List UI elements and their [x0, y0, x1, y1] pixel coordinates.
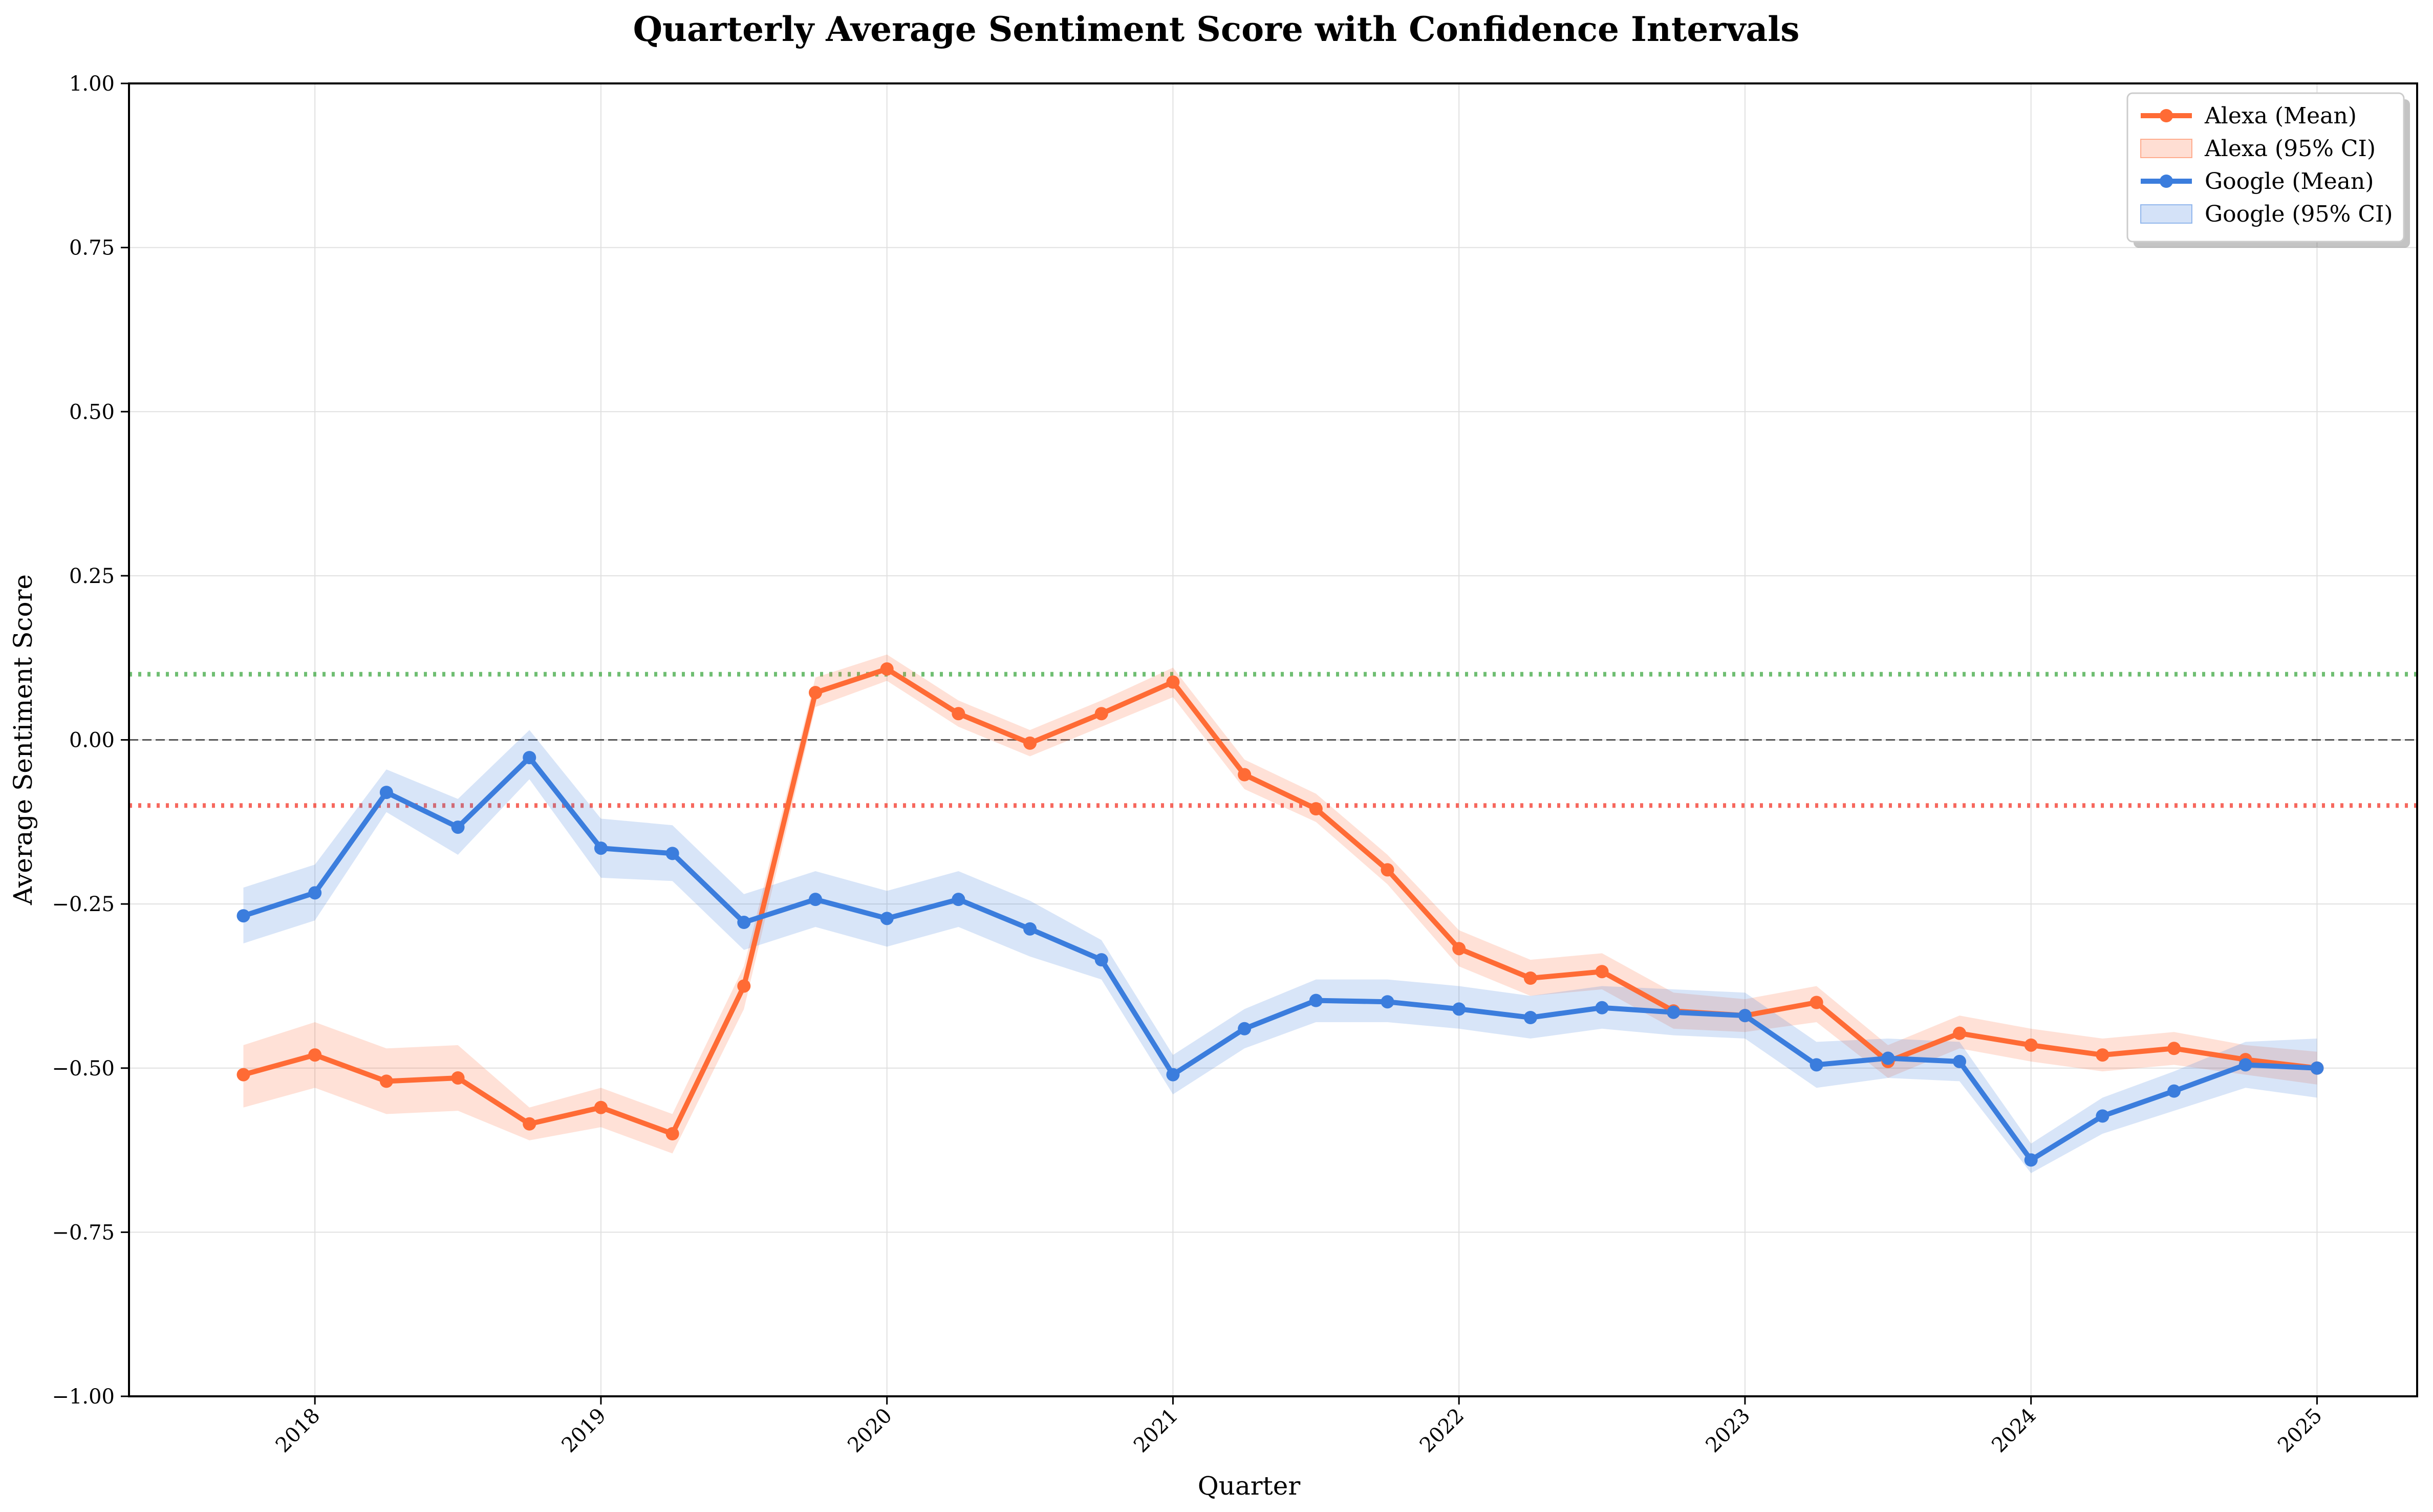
- y-tick-label: −0.75: [52, 1221, 115, 1244]
- data-point: [523, 1117, 536, 1131]
- data-point: [1738, 1009, 1752, 1023]
- data-point: [1094, 707, 1108, 721]
- y-tick-label: −1.00: [52, 1385, 115, 1409]
- legend-marker: [2160, 109, 2173, 122]
- data-point: [1023, 736, 1037, 750]
- confidence-band: [243, 654, 2317, 1154]
- data-point: [737, 979, 751, 993]
- confidence-bands: [243, 654, 2317, 1173]
- data-point: [1166, 675, 1180, 689]
- chart-title: Quarterly Average Sentiment Score with C…: [633, 9, 1800, 49]
- data-point: [1309, 802, 1323, 816]
- data-point: [809, 686, 822, 700]
- data-point: [523, 751, 536, 765]
- data-point: [236, 909, 250, 923]
- legend-label: Alexa (Mean): [2204, 103, 2357, 129]
- y-tick-label: −0.50: [52, 1057, 115, 1081]
- data-point: [2167, 1042, 2181, 1055]
- data-point: [379, 1074, 393, 1088]
- data-point: [880, 662, 894, 676]
- data-point: [1523, 1010, 1537, 1024]
- series-points: [236, 662, 2324, 1167]
- data-point: [236, 1068, 250, 1082]
- data-point: [308, 886, 322, 900]
- data-point: [2310, 1061, 2324, 1075]
- data-point: [1810, 996, 1823, 1009]
- data-point: [2238, 1058, 2252, 1072]
- data-point: [1381, 863, 1394, 877]
- data-point: [379, 786, 393, 800]
- data-point: [1667, 1005, 1681, 1019]
- data-point: [594, 841, 608, 855]
- data-point: [1452, 1002, 1466, 1016]
- data-point: [737, 916, 751, 930]
- data-point: [2167, 1084, 2181, 1098]
- data-point: [665, 1127, 679, 1140]
- data-point: [1953, 1054, 1966, 1068]
- y-axis-label: Average Sentiment Score: [8, 574, 38, 905]
- y-axis-ticks: −1.00 −0.75 −0.50 −0.25 0.00 0.25 0.50 0.75 1.00: [52, 72, 129, 1409]
- y-tick-label: 0.50: [69, 400, 115, 424]
- data-point: [451, 820, 465, 834]
- legend-box: [2126, 92, 2405, 243]
- y-tick-label: 0.75: [69, 236, 115, 260]
- data-point: [1094, 953, 1108, 967]
- data-point: [2096, 1048, 2109, 1062]
- data-point: [1238, 1022, 1252, 1035]
- x-axis-label: Quarter: [1198, 1471, 1301, 1501]
- legend-patch-swatch: [2140, 139, 2192, 158]
- legend-marker: [2160, 175, 2173, 188]
- data-point: [952, 707, 965, 721]
- data-point: [1595, 965, 1609, 979]
- data-point: [809, 893, 822, 906]
- data-point: [2024, 1038, 2038, 1052]
- y-tick-label: 1.00: [69, 72, 115, 96]
- data-point: [2024, 1153, 2038, 1167]
- data-point: [1238, 768, 1252, 782]
- data-point: [1953, 1026, 1966, 1040]
- data-point: [308, 1048, 322, 1062]
- data-point: [952, 893, 965, 906]
- series-line: [241, 666, 2320, 1136]
- series-lines: [241, 666, 2320, 1163]
- reference-lines: [129, 672, 2417, 808]
- data-point: [1881, 1051, 1895, 1065]
- data-point: [2096, 1109, 2109, 1123]
- data-point: [594, 1100, 608, 1114]
- data-point: [1309, 993, 1323, 1007]
- series-line: [241, 755, 2320, 1163]
- legend-label: Google (95% CI): [2205, 201, 2393, 227]
- data-point: [665, 847, 679, 860]
- data-point: [1523, 971, 1537, 985]
- y-tick-label: 0.00: [69, 729, 115, 752]
- legend-label: Google (Mean): [2205, 168, 2374, 195]
- y-tick-label: 0.25: [69, 565, 115, 588]
- legend-label: Alexa (95% CI): [2204, 136, 2376, 162]
- data-point: [1381, 995, 1394, 1009]
- confidence-band: [243, 730, 2317, 1173]
- y-tick-label: −0.25: [52, 893, 115, 916]
- data-point: [1166, 1068, 1180, 1082]
- data-point: [1452, 942, 1466, 956]
- data-point: [1810, 1058, 1823, 1072]
- data-point: [451, 1071, 465, 1085]
- legend: Alexa (Mean) Alexa (95% CI) Google (Mean) G…: [2126, 92, 2410, 248]
- data-point: [1023, 922, 1037, 936]
- data-point: [1595, 1001, 1609, 1014]
- legend-patch-swatch: [2140, 204, 2192, 224]
- data-point: [880, 912, 894, 925]
